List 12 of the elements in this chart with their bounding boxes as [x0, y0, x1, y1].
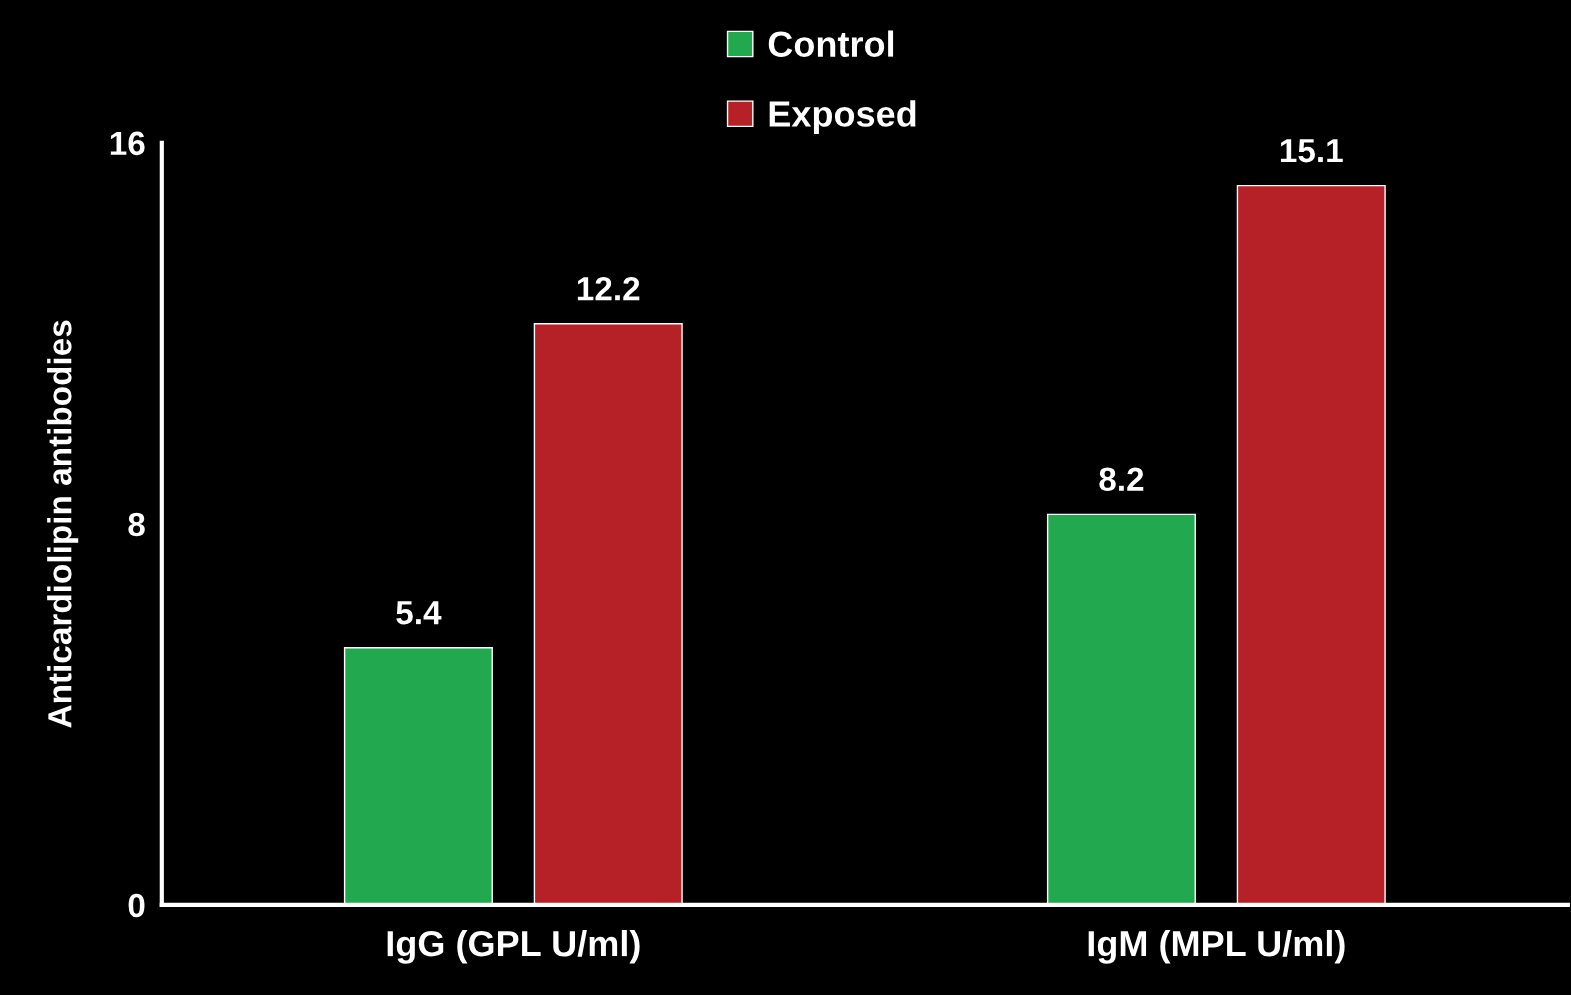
data-label: 5.4 — [396, 601, 442, 625]
data-label: 8.2 — [1099, 467, 1144, 492]
legend-label: Control — [768, 30, 894, 57]
data-label: 15.1 — [1280, 139, 1343, 163]
x-tick-label: IgM (MPL U/ml) — [1088, 929, 1345, 964]
y-tick-label: 8 — [128, 512, 145, 537]
y-axis-title: Anticardiolipin antibodies — [47, 320, 79, 728]
y-tick-label: 0 — [128, 893, 145, 918]
data-label: 12.2 — [577, 276, 640, 301]
legend-label: Exposed — [769, 100, 916, 134]
x-tick-label: IgG (GPL U/ml) — [387, 929, 640, 964]
y-tick-label: 16 — [110, 131, 145, 156]
